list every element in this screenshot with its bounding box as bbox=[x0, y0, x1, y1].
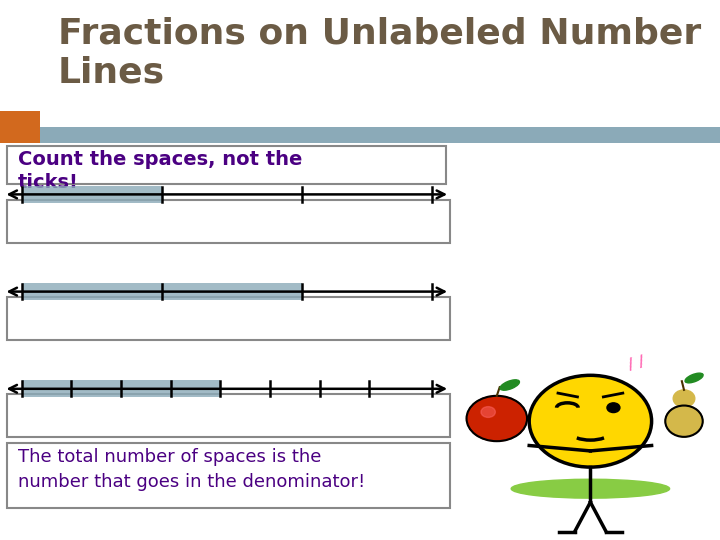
Ellipse shape bbox=[500, 380, 519, 390]
Ellipse shape bbox=[665, 406, 703, 437]
Bar bbox=[7, 443, 450, 508]
Text: Count the spaces, not the
ticks!: Count the spaces, not the ticks! bbox=[18, 150, 302, 192]
Circle shape bbox=[529, 375, 652, 467]
Bar bbox=[7, 146, 446, 184]
Bar bbox=[7, 394, 450, 437]
Circle shape bbox=[481, 407, 495, 417]
Ellipse shape bbox=[511, 480, 670, 498]
Text: / /: / / bbox=[626, 354, 647, 373]
Bar bbox=[7, 297, 450, 340]
Text: Fractions on Unlabeled Number
Lines: Fractions on Unlabeled Number Lines bbox=[58, 16, 701, 90]
Circle shape bbox=[607, 403, 620, 413]
Ellipse shape bbox=[685, 373, 703, 383]
Bar bbox=[22, 283, 302, 300]
Bar bbox=[0, 111, 40, 143]
Bar bbox=[7, 200, 450, 243]
Bar bbox=[22, 186, 162, 203]
Ellipse shape bbox=[673, 390, 695, 407]
Bar bbox=[0, 127, 720, 143]
Text: The total number of spaces is the
number that goes in the denominator!: The total number of spaces is the number… bbox=[18, 448, 365, 491]
Bar bbox=[22, 380, 220, 397]
Circle shape bbox=[467, 396, 527, 441]
